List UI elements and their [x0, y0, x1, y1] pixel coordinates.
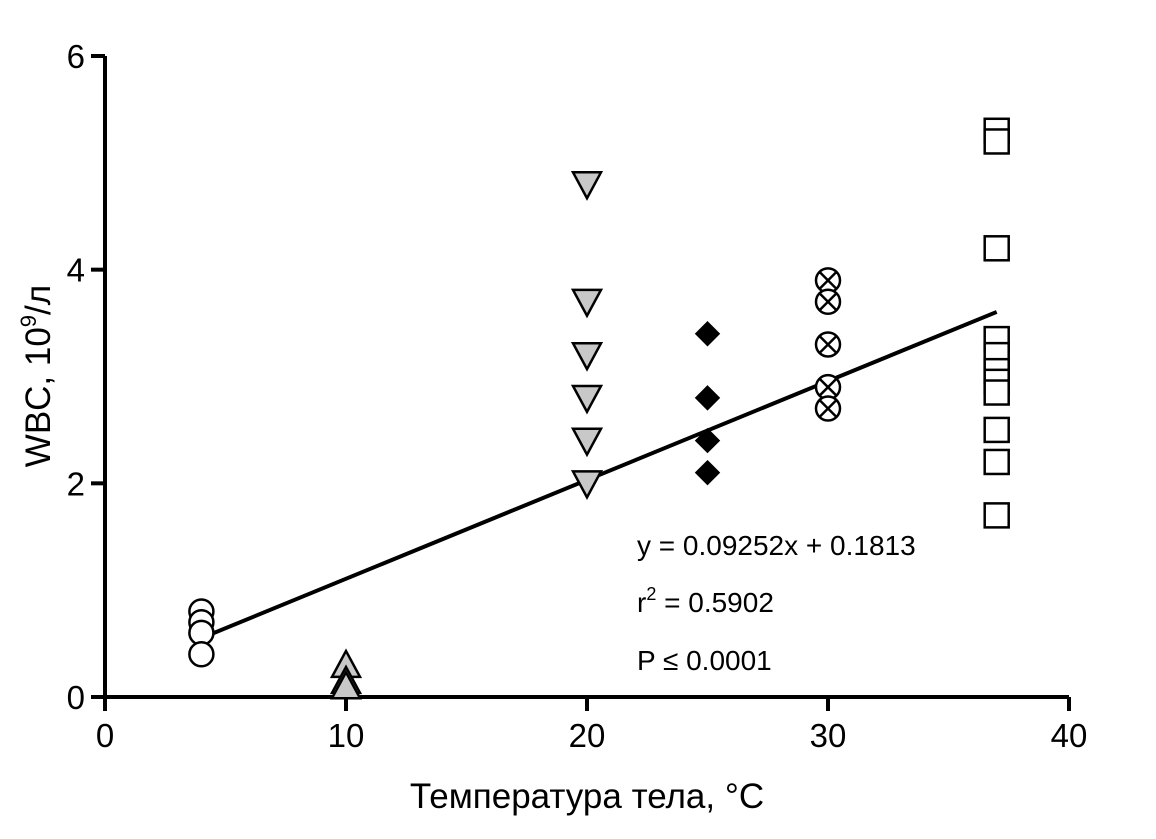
y-tick-label-0: 0 — [67, 679, 85, 716]
ticks: 0 10 20 30 40 0 2 4 6 — [67, 38, 1088, 754]
equation-annotation: y = 0.09252x + 0.1813 — [637, 530, 916, 561]
p-value-annotation: P ≤ 0.0001 — [637, 645, 772, 676]
point-s2-4 — [570, 427, 604, 458]
r-squared-value: = 0.5902 — [656, 587, 774, 618]
point-s4-0-cross-b — [819, 271, 837, 290]
point-s2-2 — [570, 341, 604, 372]
point-s3-1 — [694, 385, 721, 411]
point-s4-1 — [814, 288, 842, 315]
point-s4-4-cross-b — [819, 399, 837, 418]
point-s5-2 — [983, 235, 1010, 262]
r-squared-annotation: r2 = 0.5902 — [637, 584, 774, 618]
y-axis-title-unit: /л — [19, 285, 58, 315]
x-tick-label-0: 0 — [96, 717, 114, 754]
point-s2-0 — [570, 171, 604, 201]
point-s3-3 — [694, 459, 721, 486]
point-s2-3 — [570, 384, 604, 415]
point-s5-10 — [983, 502, 1010, 529]
x-tick-label-2: 20 — [569, 717, 606, 754]
point-s5-8 — [983, 416, 1010, 444]
y-axis-title: WBC, 109/л — [16, 285, 58, 467]
point-s5-7 — [983, 379, 1010, 406]
data-points — [188, 117, 1010, 700]
point-s4-1-cross-b — [819, 292, 837, 311]
axes — [103, 56, 1069, 699]
point-s0-3 — [188, 641, 215, 668]
y-tick-label-3: 6 — [67, 38, 85, 75]
y-axis-title-main: WBC, 10 — [19, 327, 58, 467]
x-axis-title: Температура тела, °C — [410, 777, 764, 816]
point-s4-3-cross-b — [819, 378, 837, 397]
r-squared-prefix: r — [637, 587, 646, 618]
y-axis-title-sup: 9 — [16, 315, 41, 327]
point-s5-9 — [983, 448, 1010, 476]
y-tick-label-2: 4 — [67, 252, 85, 289]
point-s3-0 — [694, 321, 721, 347]
point-s5-1 — [983, 128, 1010, 155]
point-s4-4 — [814, 395, 842, 422]
point-s4-2 — [814, 331, 842, 358]
x-tick-label-1: 10 — [328, 717, 365, 754]
point-s2-1 — [570, 288, 604, 319]
point-s3-2 — [694, 427, 721, 454]
point-s2-5 — [570, 470, 604, 500]
point-s4-2-cross-b — [819, 335, 837, 354]
point-s1-2 — [329, 669, 363, 700]
x-tick-label-4: 40 — [1051, 717, 1088, 754]
y-tick-label-1: 2 — [67, 465, 85, 502]
x-tick-label-3: 30 — [810, 717, 847, 754]
r-squared-sup: 2 — [646, 584, 656, 604]
